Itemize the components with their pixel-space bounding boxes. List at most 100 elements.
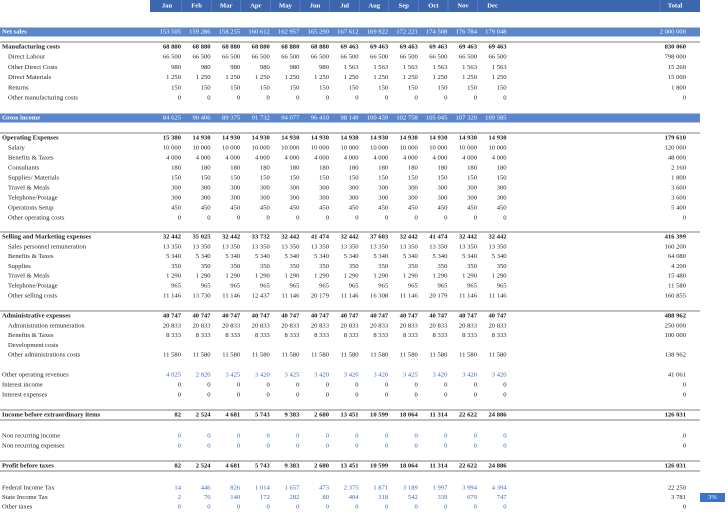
cell-value: 830 060 — [665, 44, 687, 51]
cell-value: 66 500 — [400, 54, 419, 61]
cell-value: 11 580 — [430, 352, 449, 359]
cell-value: 20 833 — [340, 322, 359, 329]
cell-value: 4 000 — [225, 155, 241, 162]
row-label: Travel & Meals — [8, 273, 50, 280]
cell-value: 0 — [267, 392, 271, 399]
cell-value: 11 146 — [341, 292, 360, 299]
cell-value: 450 — [378, 205, 389, 212]
cell-value: 150 — [171, 175, 182, 182]
cell-value: 4 000 — [344, 155, 360, 162]
cell-value: 40 747 — [192, 313, 211, 320]
cell-value: 0 — [296, 443, 300, 450]
cell-value: 32 442 — [340, 234, 359, 241]
cell-value: 0 — [415, 382, 419, 389]
cell-value: 1 290 — [373, 273, 389, 280]
cell-value: 11 580 — [163, 352, 182, 359]
cell-value: 0 — [207, 95, 211, 102]
cell-value: 22 250 — [668, 485, 687, 492]
cell-value: 1 250 — [403, 74, 419, 81]
cell-value: 0 — [444, 443, 448, 450]
cell-value: 4 000 — [492, 155, 508, 162]
cell-value: 89 375 — [222, 115, 241, 122]
cell-value: 69 463 — [400, 44, 419, 51]
cell-value: 350 — [319, 263, 330, 270]
cell-value: 450 — [171, 205, 182, 212]
cell-value: 0 — [207, 392, 211, 399]
cell-value: 13 451 — [340, 463, 358, 470]
cell-value: 150 — [349, 84, 360, 91]
cell-value: 150 — [408, 84, 419, 91]
row-label: Profit before taxes — [2, 463, 54, 470]
cell-value: 2 000 000 — [660, 29, 687, 36]
row-label: Interest income — [2, 382, 43, 389]
cell-value: 3 420 — [492, 372, 508, 379]
cell-value: 0 — [296, 215, 300, 222]
cell-value: 153 505 — [160, 29, 182, 36]
cell-value: 3 425 — [285, 372, 301, 379]
cell-value: 0 — [415, 392, 419, 399]
cell-value: 0 — [683, 504, 687, 511]
cell-value: 41 061 — [668, 372, 686, 379]
cell-value: 0 — [267, 95, 271, 102]
cell-value: 965 — [497, 283, 508, 290]
cell-value: 350 — [260, 263, 271, 270]
cell-value: 2 680 — [314, 412, 330, 419]
cell-value: 14 930 — [192, 135, 211, 142]
cell-value: 1 290 — [403, 273, 419, 280]
column-header: Jul — [340, 3, 349, 10]
cell-value: 13 350 — [400, 243, 419, 250]
cell-value: 15 380 — [163, 135, 182, 142]
cell-value: 66 500 — [163, 54, 182, 61]
cell-value: 450 — [497, 205, 508, 212]
row-label: Other selling costs — [8, 292, 58, 299]
cell-value: 965 — [201, 283, 212, 290]
cell-value: 0 — [178, 392, 182, 399]
cell-value: 0 — [385, 382, 389, 389]
cell-value: 1 657 — [285, 485, 301, 492]
row-label: Income before extraordinary items — [2, 412, 101, 419]
cell-value: 150 — [349, 175, 360, 182]
cell-value: 450 — [201, 205, 212, 212]
cell-value: 11 580 — [370, 352, 389, 359]
cell-value: 965 — [171, 283, 182, 290]
cell-value: 0 — [503, 504, 507, 511]
column-header: Jun — [310, 3, 321, 10]
column-header: Dec — [487, 3, 498, 10]
cell-value: 32 442 — [281, 234, 300, 241]
cell-value: 350 — [230, 263, 241, 270]
row-label: Non recurring income — [2, 433, 60, 440]
cell-value: 20 833 — [281, 322, 300, 329]
cell-value: 12 437 — [252, 292, 271, 299]
cell-value: 0 — [326, 95, 330, 102]
cell-value: 1 563 — [403, 64, 419, 71]
cell-value: 0 — [444, 382, 448, 389]
cell-value: 179 048 — [485, 29, 507, 36]
cell-value: 180 — [201, 165, 212, 172]
cell-value: 180 — [349, 165, 360, 172]
cell-value: 350 — [467, 263, 478, 270]
cell-value: 10 000 — [370, 145, 389, 152]
cell-value: 33 732 — [252, 234, 271, 241]
cell-value: 11 580 — [341, 352, 360, 359]
cell-value: 1 250 — [462, 74, 478, 81]
cell-value: 98 149 — [340, 115, 359, 122]
cell-value: 0 — [355, 433, 359, 440]
cell-value: 66 500 — [281, 54, 300, 61]
cell-value: 0 — [178, 95, 182, 102]
cell-value: 68 880 — [163, 44, 182, 51]
cell-value: 300 — [408, 195, 419, 202]
cell-value: 84 625 — [163, 115, 182, 122]
cell-value: 0 — [474, 95, 478, 102]
cell-value: 0 — [326, 392, 330, 399]
row-label: Telephone/Postage — [8, 195, 58, 202]
cell-value: 3 425 — [225, 372, 241, 379]
cell-value: 11 580 — [193, 352, 212, 359]
cell-value: 8 333 — [225, 332, 241, 339]
cell-value: 0 — [355, 504, 359, 511]
cell-value: 13 350 — [370, 243, 389, 250]
cell-value: 8 333 — [492, 332, 508, 339]
rate-badge[interactable] — [700, 493, 725, 502]
cell-value: 14 — [174, 485, 181, 492]
cell-value: 300 — [467, 195, 478, 202]
